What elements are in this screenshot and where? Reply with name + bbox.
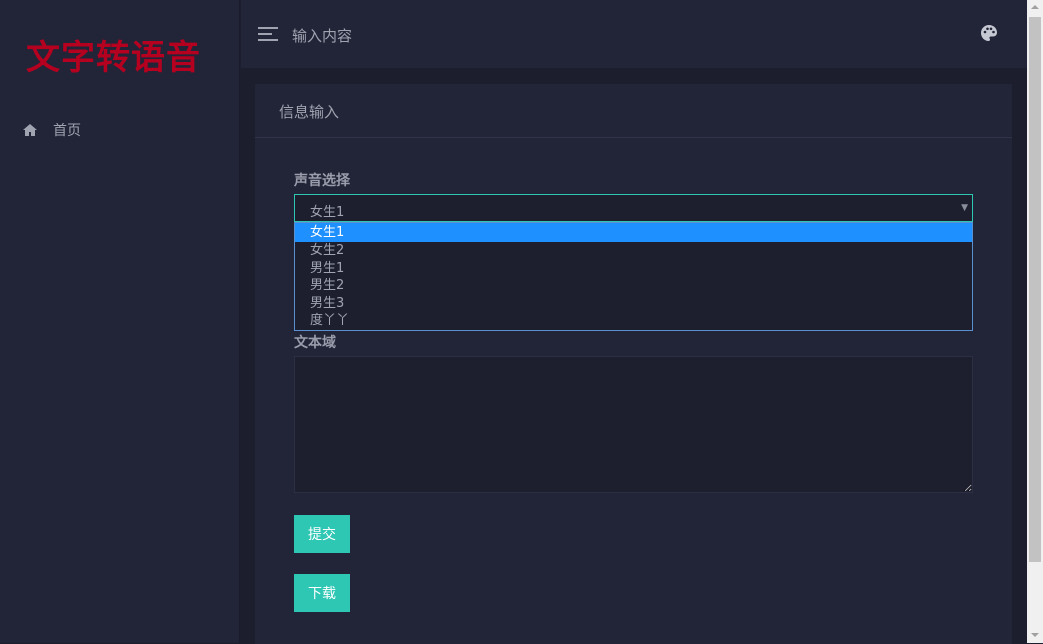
- chevron-down-icon: ▼: [961, 203, 968, 213]
- app-logo: 文字转语音: [26, 38, 201, 78]
- voice-select[interactable]: 女生1 ▼: [294, 194, 973, 222]
- scrollbar-thumb[interactable]: [1029, 17, 1041, 562]
- submit-button[interactable]: 提交: [294, 515, 350, 553]
- home-icon: [23, 124, 37, 136]
- voice-option[interactable]: 度丫丫: [310, 313, 350, 328]
- text-input[interactable]: [294, 356, 973, 493]
- scroll-down-icon[interactable]: [1031, 633, 1039, 637]
- voice-option[interactable]: 女生2: [310, 243, 345, 258]
- voice-dropdown: 女生1 女生2 男生1 男生2 男生3 度丫丫: [294, 222, 973, 331]
- topbar: 输入内容: [241, 0, 1027, 68]
- sidebar: 文字转语音 首页: [0, 0, 240, 643]
- textarea-label: 文本域: [294, 335, 336, 351]
- voice-option[interactable]: 男生2: [310, 278, 345, 293]
- page-title: 输入内容: [292, 27, 353, 45]
- voice-option[interactable]: 男生3: [310, 295, 345, 311]
- scrollbar[interactable]: [1027, 0, 1043, 643]
- info-input-card: 信息输入 声音选择 女生1 ▼ 女生1 女生2 男生1 男生2 男生3 度丫丫 …: [255, 84, 1012, 644]
- card-title: 信息输入: [255, 84, 1012, 138]
- palette-icon[interactable]: [980, 24, 998, 42]
- voice-label: 声音选择: [294, 173, 350, 189]
- voice-selected-value: 女生1: [310, 205, 345, 220]
- scroll-up-icon[interactable]: [1031, 5, 1039, 9]
- sidebar-item-label: 首页: [53, 123, 81, 139]
- menu-icon[interactable]: [258, 26, 278, 42]
- sidebar-item-home[interactable]: 首页: [22, 120, 81, 140]
- download-button[interactable]: 下载: [294, 574, 350, 612]
- voice-option[interactable]: 女生1: [295, 223, 972, 242]
- voice-option[interactable]: 男生1: [310, 260, 345, 276]
